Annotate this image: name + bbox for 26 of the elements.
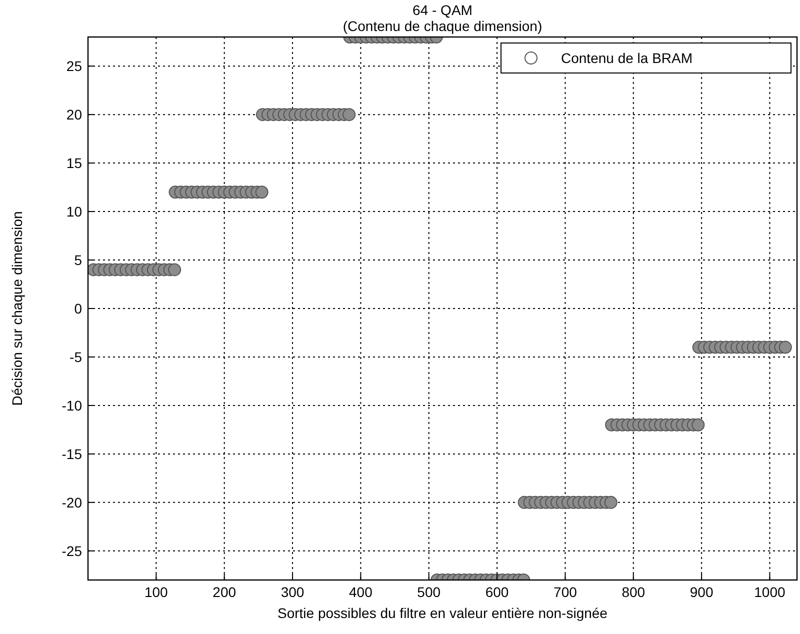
x-tick-label: 900 bbox=[690, 584, 714, 600]
y-tick-label: -15 bbox=[62, 446, 82, 462]
y-tick-label: 10 bbox=[66, 204, 82, 220]
y-tick-label: -10 bbox=[62, 397, 82, 414]
x-tick-label: 500 bbox=[417, 584, 441, 600]
legend-label: Contenu de la BRAM bbox=[561, 50, 693, 66]
x-tick-label: 800 bbox=[622, 584, 646, 600]
x-tick-label: 600 bbox=[485, 584, 509, 600]
y-tick-label: -25 bbox=[62, 542, 82, 559]
y-tick-label: 20 bbox=[66, 106, 82, 123]
y-tick-label: 15 bbox=[66, 155, 82, 172]
y-tick-label: 5 bbox=[74, 252, 82, 268]
x-tick-label: 200 bbox=[212, 584, 236, 600]
chart-title: 64 - QAM bbox=[412, 2, 472, 18]
chart-subtitle: (Contenu de chaque dimension) bbox=[342, 18, 542, 34]
y-tick-label: 0 bbox=[74, 300, 82, 316]
x-tick-label: 300 bbox=[280, 584, 304, 600]
x-tick-label: 1000 bbox=[754, 584, 786, 600]
y-tick-label: -5 bbox=[70, 348, 82, 365]
y-tick-label: 25 bbox=[66, 58, 82, 74]
x-axis-title: Sortie possibles du filtre en valeur entière non-signée bbox=[278, 605, 608, 621]
y-tick-label: -20 bbox=[62, 494, 82, 510]
y-axis-title: Décision sur chaque dimension bbox=[9, 211, 25, 406]
x-tick-label: 100 bbox=[144, 584, 168, 600]
x-tick-label: 400 bbox=[349, 584, 373, 600]
x-tick-label: 700 bbox=[554, 584, 578, 600]
